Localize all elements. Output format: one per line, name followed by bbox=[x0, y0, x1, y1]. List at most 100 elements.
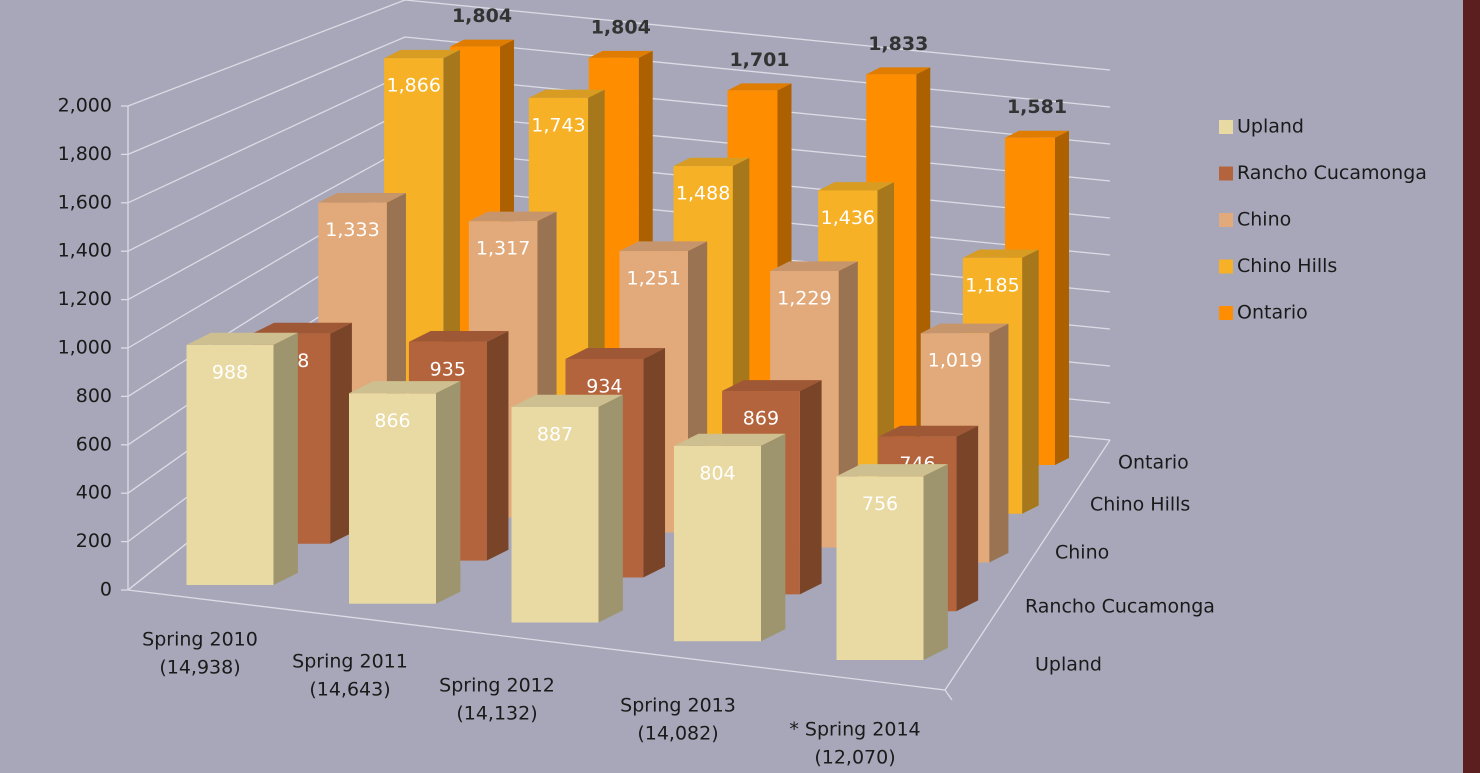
x-tick-label: (12,070) bbox=[814, 747, 895, 769]
value-label: 988 bbox=[212, 361, 248, 383]
value-label: 934 bbox=[586, 375, 622, 397]
y-tick-label: 200 bbox=[76, 530, 112, 552]
bar-top bbox=[770, 261, 858, 271]
value-label: 1,743 bbox=[531, 114, 585, 136]
value-label: 1,833 bbox=[868, 33, 928, 55]
y-tick-label: 1,200 bbox=[58, 288, 112, 310]
bar bbox=[186, 332, 298, 585]
x-tick-label: (14,082) bbox=[637, 723, 718, 745]
bar-front bbox=[674, 445, 761, 642]
legend-swatch bbox=[1219, 306, 1233, 320]
bar-top bbox=[252, 322, 352, 334]
grid-line bbox=[127, 0, 1111, 107]
bar-side bbox=[486, 330, 509, 561]
depth-label: Rancho Cucamonga bbox=[1025, 596, 1215, 618]
bar-side bbox=[330, 322, 352, 544]
bar-side bbox=[643, 348, 666, 578]
axis-end bbox=[944, 689, 953, 701]
x-tick-label: Spring 2013 bbox=[620, 695, 736, 717]
value-label: 1,019 bbox=[928, 350, 982, 372]
bar-side bbox=[761, 433, 786, 642]
bar-side bbox=[799, 380, 822, 595]
value-label: 756 bbox=[862, 493, 898, 515]
bar-front bbox=[349, 393, 436, 604]
value-label: 869 bbox=[743, 408, 779, 430]
value-label: 935 bbox=[430, 358, 466, 380]
bar-top bbox=[866, 67, 931, 75]
bar bbox=[836, 464, 948, 660]
legend-swatch bbox=[1219, 166, 1233, 181]
bar-side bbox=[273, 332, 298, 585]
bar-top bbox=[450, 39, 514, 47]
legend-label: Upland bbox=[1237, 116, 1304, 138]
y-tick-label: 1,400 bbox=[58, 240, 112, 262]
bar-top bbox=[818, 182, 895, 191]
value-label: 1,333 bbox=[325, 219, 379, 241]
bar-top bbox=[673, 157, 750, 167]
value-label: 1,229 bbox=[777, 287, 831, 309]
depth-label: Upland bbox=[1035, 654, 1102, 676]
bar-front bbox=[511, 406, 599, 623]
y-tick-label: 600 bbox=[76, 433, 112, 455]
bar-front bbox=[836, 476, 924, 660]
x-tick-label: * Spring 2014 bbox=[789, 719, 920, 741]
value-label: 1,185 bbox=[965, 274, 1019, 296]
x-tick-label: (14,938) bbox=[159, 657, 240, 679]
bar bbox=[674, 433, 786, 642]
bar-top bbox=[878, 425, 979, 437]
bar-side bbox=[436, 381, 461, 604]
bar-side bbox=[956, 425, 979, 612]
x-tick-label: Spring 2012 bbox=[439, 675, 555, 697]
bar-top bbox=[962, 249, 1039, 258]
value-label: 1,581 bbox=[1007, 96, 1067, 118]
value-label: 887 bbox=[537, 423, 573, 445]
edge-strip bbox=[1463, 0, 1480, 773]
y-tick-label: 1,600 bbox=[58, 191, 112, 213]
depth-label: Chino Hills bbox=[1090, 494, 1190, 516]
value-label: 804 bbox=[699, 462, 735, 484]
bar-top bbox=[619, 241, 708, 252]
x-tick-label: (14,643) bbox=[309, 679, 390, 701]
value-label: 866 bbox=[374, 410, 410, 432]
depth-label: Ontario bbox=[1118, 452, 1189, 474]
depth-label: Chino bbox=[1055, 542, 1109, 564]
y-tick-label: 1,000 bbox=[58, 337, 112, 359]
bar-side bbox=[1022, 249, 1039, 514]
x-tick-label: (14,132) bbox=[456, 703, 537, 725]
bar-top bbox=[674, 433, 786, 446]
bar-top bbox=[727, 83, 792, 91]
value-label: 1,804 bbox=[591, 16, 651, 38]
bar-side bbox=[989, 323, 1009, 563]
value-label: 1,701 bbox=[729, 49, 789, 71]
value-label: 1,866 bbox=[387, 75, 441, 97]
bar-front bbox=[186, 344, 274, 585]
bar bbox=[349, 381, 461, 604]
bar-top bbox=[384, 49, 460, 59]
bar-side bbox=[923, 464, 948, 660]
bar-top bbox=[528, 89, 605, 98]
legend-swatch bbox=[1219, 213, 1233, 227]
value-label: 1,436 bbox=[821, 207, 875, 229]
legend-label: Ontario bbox=[1237, 302, 1308, 324]
value-label: 1,251 bbox=[627, 268, 681, 290]
y-tick-label: 400 bbox=[76, 482, 112, 504]
bar-top bbox=[836, 464, 948, 477]
legend-swatch bbox=[1219, 120, 1233, 134]
value-label: 1,488 bbox=[676, 183, 730, 205]
legend-swatch bbox=[1219, 259, 1233, 274]
bar-top bbox=[468, 211, 557, 222]
y-tick-label: 1,800 bbox=[58, 143, 112, 165]
bar-top bbox=[722, 380, 822, 392]
bar-top bbox=[920, 323, 1009, 334]
value-label: 1,804 bbox=[452, 5, 512, 27]
bar-top bbox=[408, 330, 509, 342]
legend-label: Chino bbox=[1237, 209, 1291, 231]
value-label: 1,317 bbox=[476, 238, 530, 260]
bar-side bbox=[877, 182, 895, 501]
legend-label: Rancho Cucamonga bbox=[1237, 162, 1427, 184]
bar-top bbox=[565, 348, 666, 359]
x-tick-label: Spring 2011 bbox=[292, 651, 408, 673]
legend-label: Chino Hills bbox=[1237, 255, 1337, 277]
